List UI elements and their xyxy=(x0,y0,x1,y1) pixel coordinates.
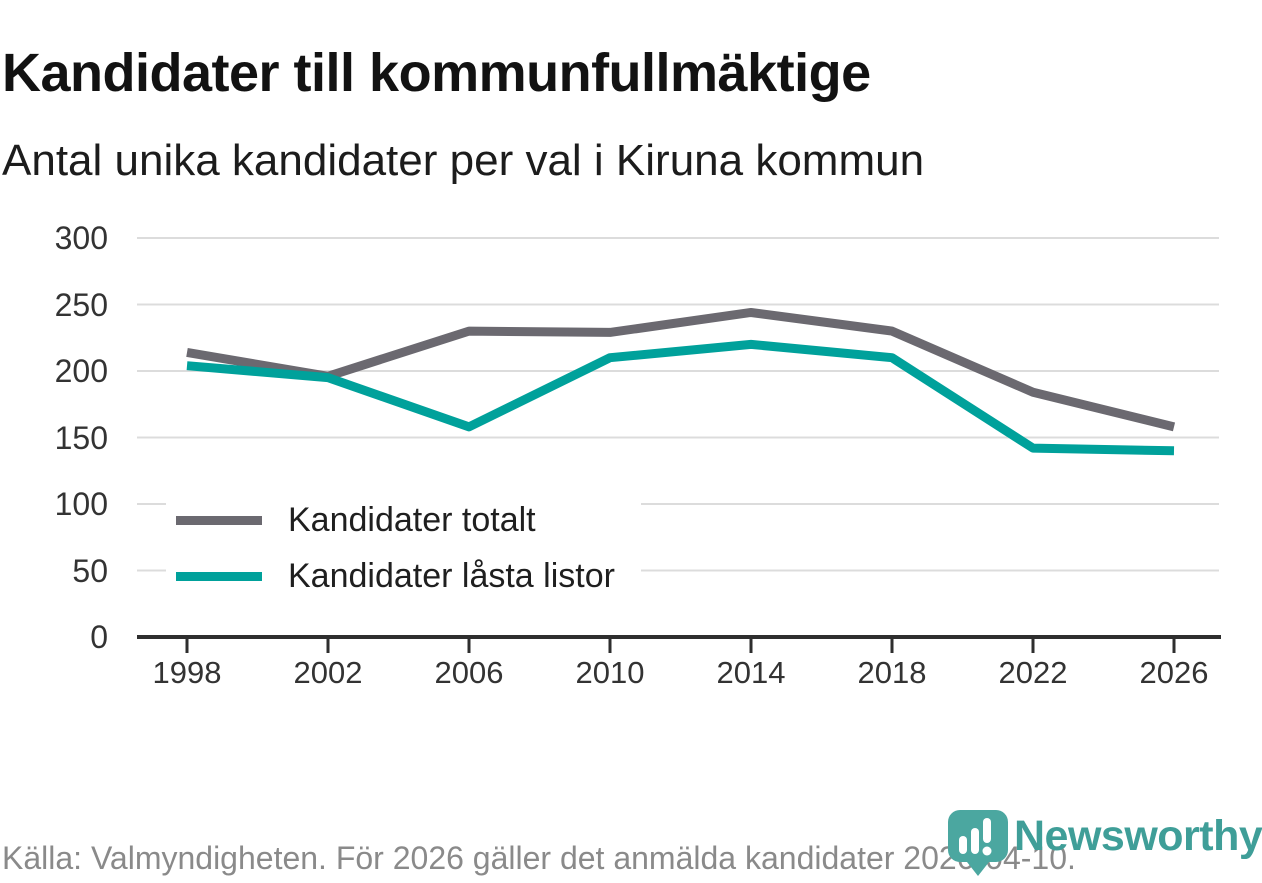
x-axis-tick-label: 2022 xyxy=(998,655,1068,690)
y-axis-tick-label: 300 xyxy=(54,220,108,256)
newsworthy-pin-barchart-icon xyxy=(948,810,1008,876)
legend-label-total: Kandidater totalt xyxy=(288,501,536,539)
source-note: Källa: Valmyndigheten. För 2026 gäller d… xyxy=(2,840,1076,876)
newsworthy-wordmark: Newsworthy xyxy=(1014,812,1262,860)
y-axis-tick-label: 0 xyxy=(90,619,108,655)
y-axis-tick-label: 50 xyxy=(72,552,108,589)
legend-label-locked-lists: Kandidater låsta listor xyxy=(288,557,615,595)
x-axis-tick-label: 2002 xyxy=(293,655,363,690)
y-axis-tick-label: 250 xyxy=(54,286,108,323)
legend-item-total: Kandidater totalt xyxy=(176,500,615,540)
legend: Kandidater totalt Kandidater låsta listo… xyxy=(166,492,641,606)
x-axis-tick-label: 1998 xyxy=(152,655,222,690)
legend-swatch-locked-line xyxy=(176,571,262,581)
page-subtitle: Antal unika kandidater per val i Kiruna … xyxy=(2,136,925,185)
y-axis-tick-label: 100 xyxy=(54,486,108,522)
x-axis-tick-label: 2006 xyxy=(434,655,504,690)
y-axis-tick-label: 150 xyxy=(54,419,108,456)
legend-swatch-total-line xyxy=(176,515,262,525)
y-axis-tick-label: 200 xyxy=(54,353,108,389)
x-axis-tick-label: 2014 xyxy=(716,655,786,690)
legend-item-locked-lists: Kandidater låsta listor xyxy=(176,556,615,596)
page-title: Kandidater till kommunfullmäktige xyxy=(2,43,871,104)
x-axis-tick-label: 2018 xyxy=(857,655,927,690)
x-axis-tick-label: 2010 xyxy=(575,655,645,690)
x-axis-tick-label: 2026 xyxy=(1139,655,1209,690)
newsworthy-logo: Newsworthy xyxy=(946,808,1262,878)
